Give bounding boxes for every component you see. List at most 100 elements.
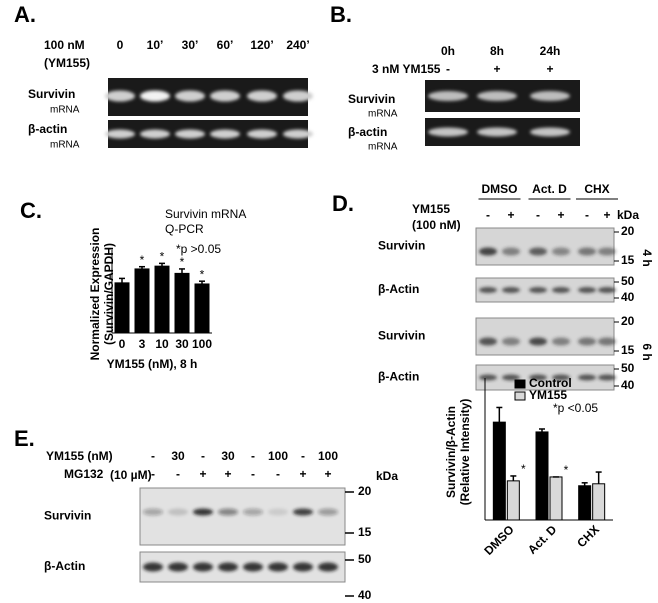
sign: + <box>507 208 514 222</box>
lane-label: 100 <box>268 449 288 463</box>
treatment: 100 nM <box>44 38 85 52</box>
bar <box>154 265 170 334</box>
significance: * <box>160 250 165 264</box>
lane-label: - <box>201 449 205 463</box>
marker-label: 20 <box>358 484 372 498</box>
marker-label: 40 <box>621 290 635 304</box>
y-axis-label: (Survivin/GAPDH) <box>102 243 116 345</box>
sign: - <box>486 208 490 222</box>
row-sub: mRNA <box>368 142 398 153</box>
band <box>530 91 570 101</box>
marker-label: 40 <box>621 378 635 392</box>
x-tick-label: 10 <box>155 337 169 351</box>
time-label: 8h <box>490 44 504 58</box>
x-axis-label: YM155 (nM), 8 h <box>107 357 198 371</box>
blot-label: Survivin <box>378 329 425 343</box>
band <box>218 508 238 516</box>
sign: - <box>536 208 540 222</box>
marker-label: 40 <box>358 588 372 602</box>
y-axis-label: Normalized Expression <box>88 228 102 361</box>
bar <box>592 483 606 521</box>
bar <box>134 268 150 334</box>
treatment: (100 nM) <box>412 218 461 232</box>
band <box>193 508 213 516</box>
significance: * <box>521 462 526 476</box>
band <box>598 247 616 256</box>
blot-label: β-Actin <box>44 559 85 573</box>
marker-label: 50 <box>621 274 635 288</box>
band <box>479 337 497 346</box>
note: *p >0.05 <box>176 242 221 256</box>
unit: kDa <box>376 469 398 483</box>
band <box>552 287 570 293</box>
band <box>477 91 517 101</box>
band <box>552 247 570 256</box>
band <box>578 287 596 293</box>
blot-label: Survivin <box>378 239 425 253</box>
sign: + <box>493 62 500 76</box>
x-tick-label: 100 <box>192 337 212 351</box>
band <box>479 374 497 381</box>
marker-label: 20 <box>621 224 635 238</box>
band <box>140 129 170 139</box>
band <box>210 129 240 139</box>
lane-label: - <box>301 449 305 463</box>
legend-swatch <box>514 379 526 389</box>
lane-label: + <box>199 467 206 481</box>
row-label: β-actin <box>348 125 387 139</box>
panel-label: B. <box>330 2 352 27</box>
band <box>529 374 547 381</box>
band <box>529 287 547 293</box>
treatment: YM155 <box>412 202 450 216</box>
row-label: Survivin <box>348 92 395 106</box>
band <box>552 337 570 346</box>
lane-label: 240’ <box>286 38 309 52</box>
time-label: 4 h <box>640 249 654 266</box>
bar <box>114 282 130 334</box>
group-label: CHX <box>584 182 609 196</box>
band <box>247 129 277 139</box>
row-label: β-actin <box>28 122 67 136</box>
band <box>105 90 135 102</box>
blot <box>139 487 346 546</box>
lane-label: 30’ <box>182 38 199 52</box>
band <box>243 508 263 516</box>
x-tick-label: CHX <box>574 522 602 550</box>
band <box>502 374 520 381</box>
band <box>502 337 520 346</box>
bar <box>578 485 592 521</box>
bar <box>492 421 506 521</box>
lane-label: - <box>176 467 180 481</box>
band <box>293 508 313 516</box>
band <box>283 129 313 139</box>
lane-label: 10’ <box>147 38 164 52</box>
band <box>168 562 188 572</box>
blot <box>475 317 615 356</box>
band <box>293 562 313 572</box>
band <box>477 127 517 137</box>
band <box>318 562 338 572</box>
marker-label: 15 <box>621 343 635 357</box>
band <box>428 91 468 101</box>
band <box>175 90 205 102</box>
band <box>268 562 288 572</box>
marker-label: 15 <box>358 525 372 539</box>
time-label: 24h <box>540 44 561 58</box>
time-label: 0h <box>441 44 455 58</box>
band <box>175 129 205 139</box>
blot <box>475 227 615 266</box>
band <box>193 562 213 572</box>
y-axis-label: (Relative Intensity) <box>458 399 472 506</box>
treatment: (YM155) <box>44 56 90 70</box>
row-sub: mRNA <box>50 105 80 116</box>
band <box>143 508 163 516</box>
band <box>530 127 570 137</box>
lane-label: 60’ <box>217 38 234 52</box>
lane-label: - <box>251 467 255 481</box>
lane-label: 30 <box>171 449 185 463</box>
blot-label: Survivin <box>44 509 91 523</box>
bar <box>549 476 563 521</box>
blot-label: β-Actin <box>378 370 419 384</box>
sign: - <box>585 208 589 222</box>
lane-label: + <box>299 467 306 481</box>
